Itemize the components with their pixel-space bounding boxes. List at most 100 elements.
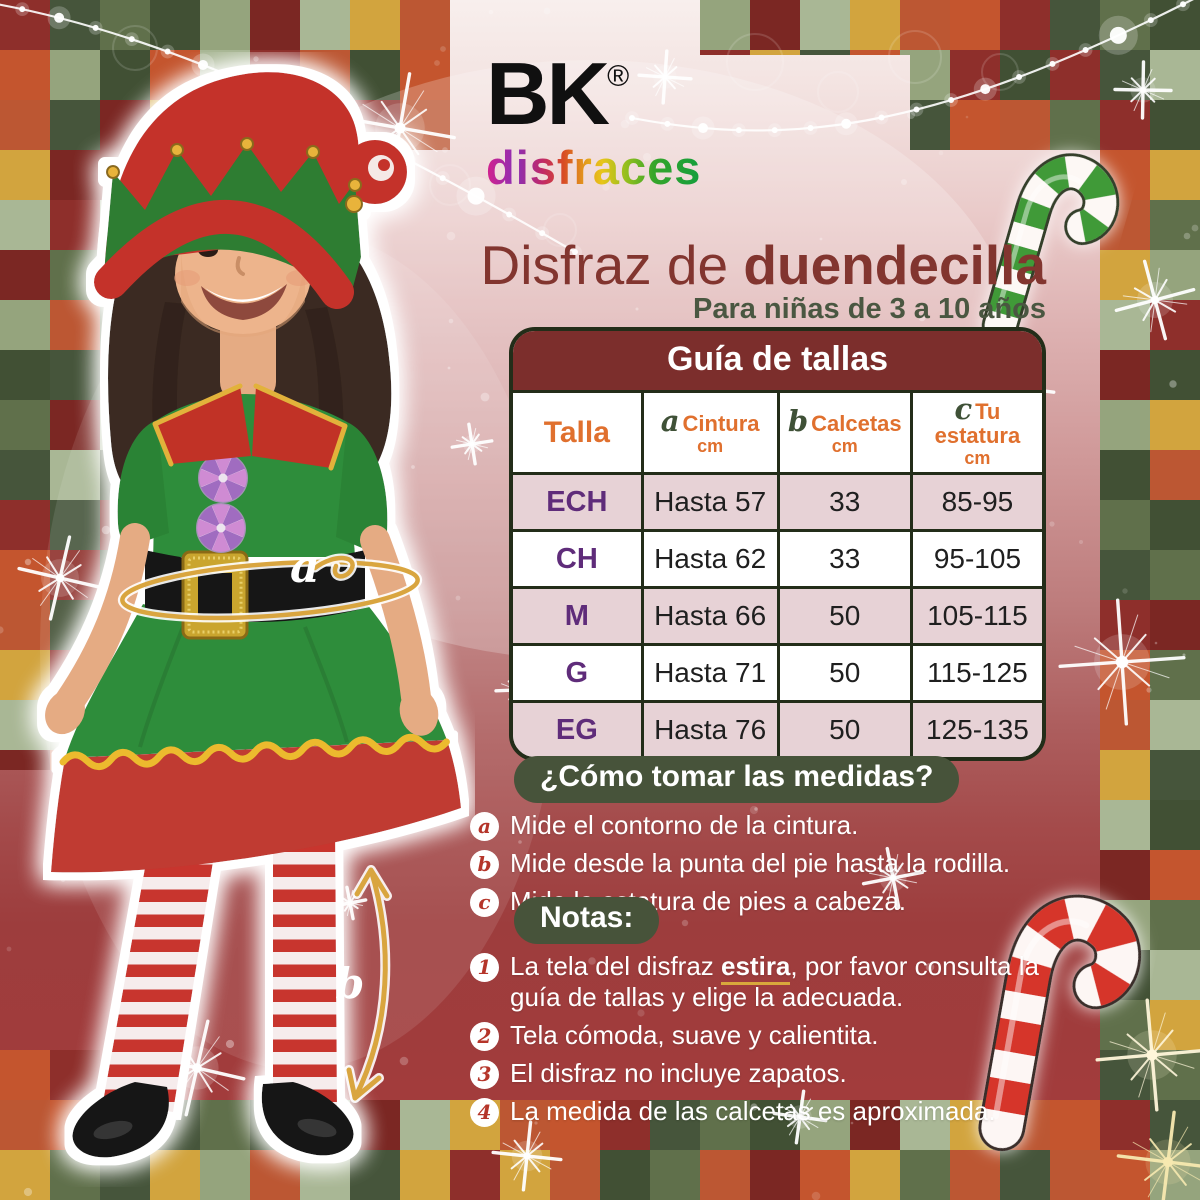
how-to-section: ¿Cómo tomar las medidas? a Mide el contor… xyxy=(470,756,1090,917)
size-cell: Hasta 57 xyxy=(643,472,780,529)
item-bullet-icon: b xyxy=(470,850,499,879)
checker-tile xyxy=(50,400,101,451)
checker-tile xyxy=(1150,700,1200,751)
checker-tile xyxy=(50,350,101,401)
size-guide-rows: ECH Hasta 57 33 85-95 CH Hasta 62 33 95-105 M Has… xyxy=(513,472,1042,757)
waist-label: a xyxy=(290,539,320,593)
size-cell: Hasta 62 xyxy=(643,529,780,586)
checker-tile xyxy=(0,650,51,701)
size-guide-table: Guía de tallas Talla a Cintura cm b Calcet… xyxy=(509,327,1046,761)
checker-tile xyxy=(1150,350,1200,401)
size-cell: 50 xyxy=(779,586,913,643)
checker-tile xyxy=(150,0,201,51)
checker-tile xyxy=(1050,50,1101,101)
size-cell: Hasta 71 xyxy=(643,643,780,700)
checker-tile xyxy=(350,0,401,51)
size-cell: Hasta 66 xyxy=(643,586,780,643)
size-row-M: M Hasta 66 50 105-115 xyxy=(513,586,1042,643)
page-subtitle: Para niñas de 3 a 10 años xyxy=(692,293,1046,325)
size-cell: 125-135 xyxy=(912,700,1042,757)
checker-tile xyxy=(50,200,101,251)
checker-tile xyxy=(1150,450,1200,501)
checker-tile xyxy=(0,300,51,351)
checker-tile xyxy=(50,0,101,51)
measure-item: b Mide desde la punta del pie hasta la ro… xyxy=(470,848,1090,879)
checker-tile xyxy=(0,700,51,751)
sparkle-icon xyxy=(491,1120,563,1192)
size-cell: 105-115 xyxy=(912,586,1042,643)
size-cell: 50 xyxy=(779,643,913,700)
checker-tile xyxy=(1100,800,1151,851)
checker-tile xyxy=(1150,50,1200,101)
notes-section: Notas: 1 La tela del disfraz estira, por … xyxy=(470,897,1110,1127)
brand-name: BK xyxy=(486,44,610,143)
size-cell: 33 xyxy=(779,472,913,529)
size-row-G: G Hasta 71 50 115-125 xyxy=(513,643,1042,700)
item-bullet-icon: 1 xyxy=(470,953,499,982)
checker-tile xyxy=(1150,550,1200,601)
checker-tile xyxy=(50,500,101,551)
page-title: Disfraz de duendecilla xyxy=(400,233,1046,297)
checker-tile xyxy=(800,0,851,51)
sparkle-icon xyxy=(1116,1110,1200,1200)
checker-tile xyxy=(1000,100,1051,151)
column-header-estatura: c Tu estatura cm xyxy=(912,393,1042,472)
checker-tile xyxy=(300,0,351,51)
checker-tile xyxy=(0,600,51,651)
measure-item: 1 La tela del disfraz estira, por favor c… xyxy=(470,951,1110,1013)
size-cell: G xyxy=(513,643,644,700)
measure-item: 2 Tela cómoda, suave y calientita. xyxy=(470,1020,1110,1051)
checker-tile xyxy=(50,150,101,201)
checker-tile xyxy=(350,50,401,101)
size-cell: EG xyxy=(513,700,644,757)
checker-tile xyxy=(0,350,51,401)
how-to-title: ¿Cómo tomar las medidas? xyxy=(514,756,960,803)
item-bullet-icon: 4 xyxy=(470,1098,499,1127)
sparkle-icon xyxy=(1114,259,1196,341)
checker-tile xyxy=(1100,550,1151,601)
checker-tile xyxy=(200,0,251,51)
column-header-calcetas: b Calcetas cm xyxy=(779,393,913,472)
checker-tile xyxy=(900,0,951,51)
checker-tile xyxy=(1050,0,1101,51)
size-row-ECH: ECH Hasta 57 33 85-95 xyxy=(513,472,1042,529)
checker-tile xyxy=(50,250,101,301)
checker-tile xyxy=(850,0,901,51)
checker-tile xyxy=(50,50,101,101)
item-bullet-icon: 3 xyxy=(470,1060,499,1089)
sock-label: b xyxy=(335,959,364,1008)
size-row-CH: CH Hasta 62 33 95-105 xyxy=(513,529,1042,586)
checker-tile xyxy=(1150,850,1200,901)
checker-tile xyxy=(1150,400,1200,451)
size-cell: 95-105 xyxy=(912,529,1042,586)
checker-tile xyxy=(1100,850,1151,901)
checker-tile xyxy=(400,100,451,151)
checker-tile xyxy=(750,0,801,51)
sparkle-icon xyxy=(1058,598,1186,726)
checker-tile xyxy=(950,100,1001,151)
checker-tile xyxy=(50,450,101,501)
checker-tile xyxy=(1000,0,1051,51)
size-cell: 50 xyxy=(779,700,913,757)
title-regular: Disfraz de xyxy=(480,234,744,296)
checker-tile xyxy=(1150,900,1200,951)
checker-tile xyxy=(1100,600,1151,651)
checker-tile xyxy=(950,0,1001,51)
checker-tile xyxy=(50,100,101,151)
brand-logo: BK® disfraces xyxy=(486,50,701,195)
checker-tile xyxy=(1100,750,1151,801)
size-guide-title: Guía de tallas xyxy=(513,331,1042,393)
checker-tile xyxy=(1150,150,1200,201)
measure-item: a Mide el contorno de la cintura. xyxy=(470,810,1090,841)
size-cell: M xyxy=(513,586,644,643)
checker-tile xyxy=(250,0,301,51)
checker-tile xyxy=(0,200,51,251)
size-guide-column-headers: Talla a Cintura cm b Calcetas cm c Tu estat… xyxy=(513,393,1042,472)
size-cell: 115-125 xyxy=(912,643,1042,700)
checker-tile xyxy=(50,300,101,351)
checker-tile xyxy=(1150,750,1200,801)
checker-tile xyxy=(1150,500,1200,551)
column-header-talla: Talla xyxy=(513,393,644,472)
size-row-EG: EG Hasta 76 50 125-135 xyxy=(513,700,1042,757)
size-cell: ECH xyxy=(513,472,644,529)
